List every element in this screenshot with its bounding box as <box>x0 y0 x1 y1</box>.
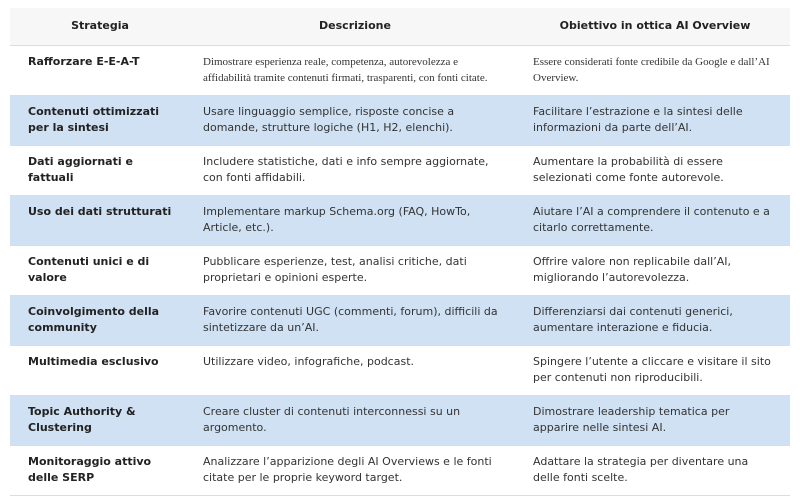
table-cell: Includere statistiche, dati e info sempr… <box>190 145 520 196</box>
table-cell: Contenuti unici e di valore <box>10 245 190 296</box>
table-cell: Dimostrare esperienza reale, competenza,… <box>190 45 520 96</box>
table-cell: Contenuti ottimizzati per la sintesi <box>10 95 190 146</box>
header-cell: Strategia <box>10 8 190 46</box>
table-row: Topic Authority & Clustering Creare clust… <box>10 395 790 446</box>
table-container: Strategia Descrizione Obiettivo in ottica … <box>10 8 790 496</box>
header-cell: Descrizione <box>190 8 520 46</box>
table-cell: Usare linguaggio semplice, risposte conc… <box>190 95 520 146</box>
table-cell: Pubblicare esperienze, test, analisi cri… <box>190 245 520 296</box>
table-cell: Favorire contenuti UGC (commenti, forum)… <box>190 295 520 346</box>
header-cell: Obiettivo in ottica AI Overview <box>520 8 790 46</box>
table-cell: Essere considerati fonte credibile da Go… <box>520 45 790 96</box>
table-cell: Utilizzare video, infografiche, podcast. <box>190 345 520 396</box>
table-cell: Aumentare la probabilità di essere selez… <box>520 145 790 196</box>
table-cell: Multimedia esclusivo <box>10 345 190 396</box>
table-cell: Differenziarsi dai contenuti generici, a… <box>520 295 790 346</box>
table-cell: Adattare la strategia per diventare una … <box>520 445 790 496</box>
table-row: Contenuti unici e di valore Pubblicare es… <box>10 245 790 296</box>
table-row: Contenuti ottimizzati per la sintesi Usar… <box>10 95 790 146</box>
table-cell: Aiutare l’AI a comprendere il contenuto … <box>520 195 790 246</box>
table-cell: Uso dei dati strutturati <box>10 195 190 246</box>
table-cell: Dati aggiornati e fattuali <box>10 145 190 196</box>
table-cell: Monitoraggio attivo delle SERP <box>10 445 190 496</box>
table-cell: Topic Authority & Clustering <box>10 395 190 446</box>
table-cell: Creare cluster di contenuti interconness… <box>190 395 520 446</box>
table-cell: Spingere l’utente a cliccare e visitare … <box>520 345 790 396</box>
table-cell: Implementare markup Schema.org (FAQ, How… <box>190 195 520 246</box>
table-cell: Analizzare l’apparizione degli AI Overvi… <box>190 445 520 496</box>
table-row: Monitoraggio attivo delle SERP Analizzare… <box>10 445 790 496</box>
table-cell: Rafforzare E-E-A-T <box>10 45 190 96</box>
table-cell: Offrire valore non replicabile dall’AI, … <box>520 245 790 296</box>
table-row: Multimedia esclusivo Utilizzare video, in… <box>10 345 790 396</box>
strategy-table: Strategia Descrizione Obiettivo in ottica … <box>10 8 790 496</box>
table-row: Rafforzare E-E-A-T Dimostrare esperienza … <box>10 45 790 96</box>
table-cell: Coinvolgimento della community <box>10 295 190 346</box>
header-row: Strategia Descrizione Obiettivo in ottica … <box>10 8 790 46</box>
table-cell: Facilitare l’estrazione e la sintesi del… <box>520 95 790 146</box>
table-row: Dati aggiornati e fattuali Includere stat… <box>10 145 790 196</box>
table-cell: Dimostrare leadership tematica per appar… <box>520 395 790 446</box>
table-row: Coinvolgimento della community Favorire c… <box>10 295 790 346</box>
table-row: Uso dei dati strutturati Implementare mar… <box>10 195 790 246</box>
